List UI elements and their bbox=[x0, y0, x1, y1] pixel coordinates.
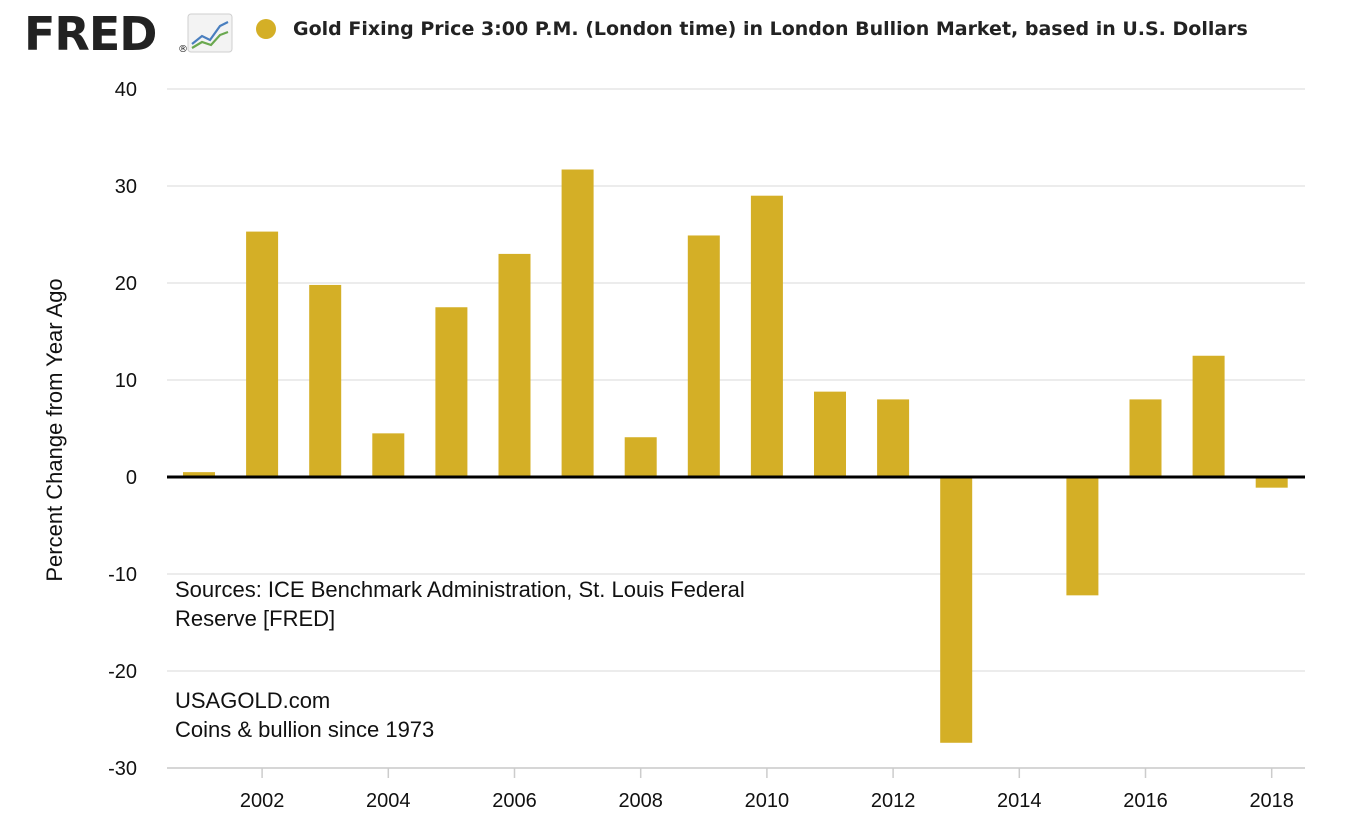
bar-2001[interactable] bbox=[183, 472, 215, 477]
bar-2013[interactable] bbox=[940, 477, 973, 743]
x-tick-label: 2002 bbox=[240, 790, 285, 812]
y-axis-title: Percent Change from Year Ago bbox=[42, 278, 67, 581]
x-tick-label: 2010 bbox=[745, 790, 790, 812]
bars bbox=[183, 169, 1288, 743]
bar-2009[interactable] bbox=[687, 235, 720, 477]
brand-note-line-1: USAGOLD.com bbox=[175, 688, 330, 713]
brand-note: USAGOLD.com Coins & bullion since 1973 bbox=[175, 688, 434, 742]
x-axis: 2002 2004 2006 2008 2010 2012 2014 2016 2018 bbox=[167, 767, 1305, 812]
legend-swatch bbox=[256, 19, 276, 39]
bar-2015[interactable] bbox=[1066, 477, 1099, 596]
x-tick-label: 2006 bbox=[492, 790, 537, 812]
bar-2002[interactable] bbox=[246, 231, 279, 477]
x-tick-label: 2008 bbox=[618, 790, 663, 812]
x-tick-label: 2004 bbox=[366, 790, 411, 812]
bar-2006[interactable] bbox=[498, 253, 531, 477]
source-note-line-2: Reserve [FRED] bbox=[175, 606, 335, 631]
line-chart-icon bbox=[187, 13, 233, 53]
x-tick-label: 2016 bbox=[1123, 790, 1168, 812]
bar-2003[interactable] bbox=[309, 284, 342, 477]
fred-logo-text: FRED bbox=[24, 7, 156, 61]
y-tick-label: 10 bbox=[115, 370, 137, 392]
bar-2010[interactable] bbox=[750, 195, 783, 477]
bar-2004[interactable] bbox=[372, 433, 405, 477]
source-note: Sources: ICE Benchmark Administration, S… bbox=[175, 577, 745, 631]
bar-2007[interactable] bbox=[561, 169, 594, 477]
y-axis-ticks: 40 30 20 10 0 -10 -20 -30 bbox=[108, 79, 137, 780]
source-note-line-1: Sources: ICE Benchmark Administration, S… bbox=[175, 577, 745, 602]
bar-2005[interactable] bbox=[435, 307, 468, 477]
y-tick-label: -20 bbox=[108, 661, 137, 683]
x-tick-label: 2014 bbox=[997, 790, 1042, 812]
registered-mark: ® bbox=[178, 44, 188, 55]
bar-2008[interactable] bbox=[624, 437, 657, 477]
bar-2012[interactable] bbox=[877, 399, 910, 477]
y-tick-label: 30 bbox=[115, 176, 137, 198]
y-tick-label: -30 bbox=[108, 758, 137, 780]
bar-2011[interactable] bbox=[814, 391, 846, 477]
legend-label: Gold Fixing Price 3:00 P.M. (London time… bbox=[293, 18, 1248, 40]
legend: Gold Fixing Price 3:00 P.M. (London time… bbox=[256, 18, 1248, 40]
brand-note-line-2: Coins & bullion since 1973 bbox=[175, 717, 434, 742]
x-tick-label: 2018 bbox=[1249, 790, 1294, 812]
bar-2017[interactable] bbox=[1192, 355, 1225, 477]
y-tick-label: 0 bbox=[126, 467, 137, 489]
y-tick-label: 20 bbox=[115, 273, 137, 295]
x-tick-label: 2012 bbox=[871, 790, 916, 812]
y-tick-label: 40 bbox=[115, 79, 137, 101]
bar-2016[interactable] bbox=[1129, 399, 1162, 477]
y-tick-label: -10 bbox=[108, 564, 137, 586]
fred-logo[interactable]: FRED ® bbox=[24, 7, 233, 61]
bar-2018[interactable] bbox=[1255, 477, 1288, 488]
